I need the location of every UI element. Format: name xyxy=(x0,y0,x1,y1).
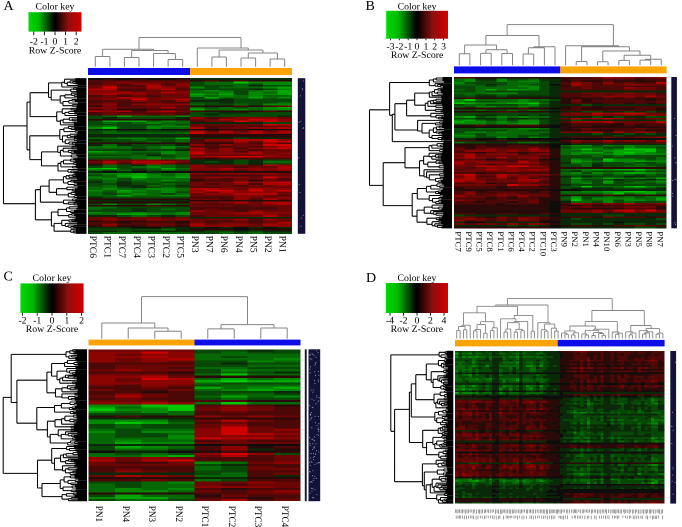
svg-text:PTC3: PTC3 xyxy=(145,236,156,259)
svg-text:PN4: PN4 xyxy=(121,506,131,523)
svg-text:Row Z-Score: Row Z-Score xyxy=(29,46,82,57)
svg-text:-2: -2 xyxy=(18,315,26,326)
svg-text:PTC3: PTC3 xyxy=(549,231,559,252)
svg-text:PTC10: PTC10 xyxy=(538,231,548,257)
svg-text:PTC4: PTC4 xyxy=(517,231,527,252)
svg-text:2: 2 xyxy=(428,315,433,326)
svg-text:PTC5: PTC5 xyxy=(475,231,485,252)
svg-text:Row Z-Score: Row Z-Score xyxy=(391,324,444,335)
svg-text:PN1: PN1 xyxy=(581,231,591,247)
svg-text:PN4: PN4 xyxy=(592,231,602,247)
svg-text:PTC6: PTC6 xyxy=(507,231,517,252)
svg-text:PN2: PN2 xyxy=(570,231,580,247)
svg-text:Color key: Color key xyxy=(33,273,72,284)
svg-text:C: C xyxy=(4,270,13,285)
svg-text:Color key: Color key xyxy=(398,1,437,12)
svg-text:4: 4 xyxy=(442,315,447,326)
svg-text:1: 1 xyxy=(64,315,69,326)
svg-text:PN7: PN7 xyxy=(204,236,215,253)
svg-text:PTC1: PTC1 xyxy=(200,506,210,527)
svg-text:3: 3 xyxy=(441,42,446,53)
svg-text:PN5: PN5 xyxy=(634,231,644,247)
svg-text:-2: -2 xyxy=(30,37,38,48)
svg-text:PN1: PN1 xyxy=(94,506,104,523)
svg-text:Color key: Color key xyxy=(397,273,436,284)
svg-text:Color key: Color key xyxy=(36,1,75,12)
svg-text:0: 0 xyxy=(50,315,55,326)
svg-text:PTC7: PTC7 xyxy=(116,236,127,259)
svg-text:2: 2 xyxy=(432,42,437,53)
svg-text:-4: -4 xyxy=(386,315,394,326)
svg-text:PN2: PN2 xyxy=(174,506,184,523)
svg-text:-1: -1 xyxy=(33,315,41,326)
svg-text:PTC1: PTC1 xyxy=(102,236,113,259)
svg-text:PN5: PN5 xyxy=(247,236,258,253)
svg-text:PN10: PN10 xyxy=(602,231,612,252)
svg-text:PN3: PN3 xyxy=(623,231,633,247)
svg-text:0: 0 xyxy=(53,37,58,48)
svg-text:0: 0 xyxy=(415,315,420,326)
svg-text:PN6: PN6 xyxy=(613,231,623,247)
svg-text:PTC4: PTC4 xyxy=(280,506,290,527)
svg-text:PTC6: PTC6 xyxy=(87,236,98,259)
svg-text:Row Z-Score: Row Z-Score xyxy=(391,50,444,61)
svg-text:Row Z-Score: Row Z-Score xyxy=(26,324,79,335)
svg-text:1: 1 xyxy=(63,37,68,48)
svg-text:-1: -1 xyxy=(40,37,48,48)
svg-text:1: 1 xyxy=(423,42,428,53)
svg-text:PTC2: PTC2 xyxy=(227,506,237,527)
svg-text:PN1: PN1 xyxy=(277,236,288,253)
svg-text:B: B xyxy=(366,0,375,14)
svg-text:PN6: PN6 xyxy=(218,236,229,253)
svg-text:D: D xyxy=(366,271,376,286)
svg-text:PN8: PN8 xyxy=(645,231,655,247)
svg-text:0: 0 xyxy=(415,42,420,53)
svg-text:PN3: PN3 xyxy=(147,506,157,523)
svg-text:PTC5: PTC5 xyxy=(175,236,186,259)
svg-text:PTC9: PTC9 xyxy=(464,231,474,252)
svg-text:-2: -2 xyxy=(395,42,403,53)
svg-text:PTC4: PTC4 xyxy=(131,236,142,259)
svg-text:2: 2 xyxy=(74,37,79,48)
svg-text:PTC1: PTC1 xyxy=(496,231,506,252)
svg-text:PTC3: PTC3 xyxy=(253,506,263,527)
svg-text:PN9: PN9 xyxy=(560,231,570,247)
svg-text:PN3: PN3 xyxy=(189,236,200,253)
svg-text:PN4: PN4 xyxy=(233,236,244,253)
svg-text:-1: -1 xyxy=(404,42,412,53)
svg-text:PTC2: PTC2 xyxy=(528,231,538,252)
svg-text:-3: -3 xyxy=(386,42,394,53)
svg-text:PTC2: PTC2 xyxy=(160,236,171,259)
svg-text:PTC8: PTC8 xyxy=(485,231,495,252)
svg-text:A: A xyxy=(4,0,15,14)
svg-text:-2: -2 xyxy=(399,315,407,326)
svg-text:PTC7: PTC7 xyxy=(453,231,463,252)
svg-text:2: 2 xyxy=(79,315,84,326)
svg-text:PN2: PN2 xyxy=(262,236,273,253)
svg-text:PN7: PN7 xyxy=(655,231,665,247)
